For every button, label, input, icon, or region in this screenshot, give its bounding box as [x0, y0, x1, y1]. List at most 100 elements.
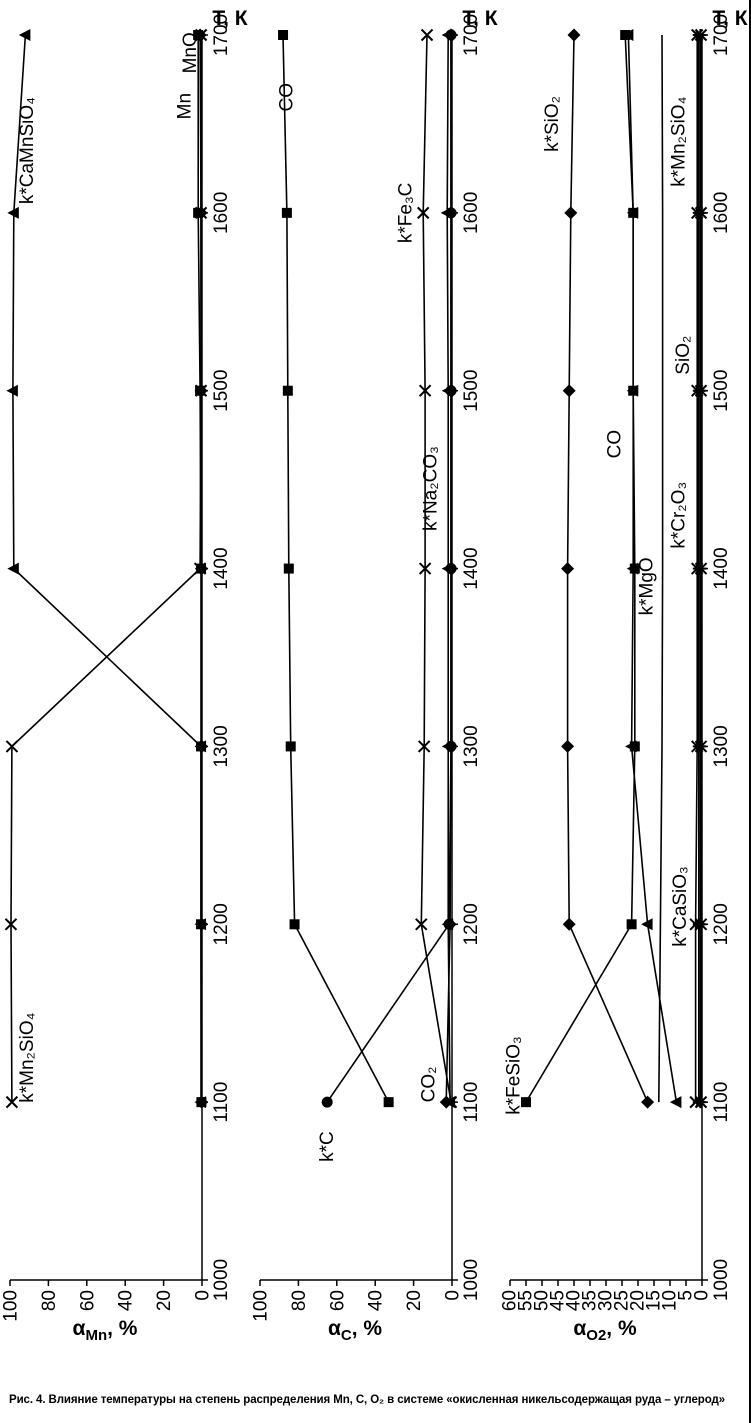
t-tick-label: 1500 — [711, 370, 732, 412]
marker-x-k-mn2sio4 — [4, 918, 18, 931]
series-label-sio2: SiO₂ — [673, 336, 694, 375]
series-line-k-mgo — [658, 34, 664, 1103]
alpha-tick-label: 20 — [627, 1290, 648, 1311]
marker-square-k-fesio3 — [521, 1097, 531, 1108]
series-label-k-na2co3: k*Na₂CO₃ — [421, 446, 442, 531]
alpha-tick-label: 20 — [404, 1290, 425, 1311]
alpha-tick-label: 80 — [289, 1290, 310, 1311]
alpha-axis-title: αO2, % — [573, 1317, 637, 1344]
marker-x-k-mn2sio4 — [694, 740, 708, 753]
marker-diamond-mno — [194, 917, 208, 931]
alpha-tick-label: 45 — [547, 1290, 568, 1311]
marker-square-co — [285, 741, 296, 752]
alpha-tick-label: 15 — [643, 1290, 664, 1311]
t-tick-label: 1200 — [461, 903, 482, 945]
page-right-border-line — [749, 0, 751, 1423]
series-label-k-casio3: k*CaSiO₃ — [670, 866, 691, 947]
rotated-figure: 1000 1100 1200 1300 1400 1500 1600 1700 0 20 40 60 8… — [0, 0, 750, 1372]
marker-x-k-fe3c — [418, 384, 432, 397]
alpha-tick-label: 50 — [531, 1290, 552, 1311]
alpha-tick-label: 60 — [499, 1290, 520, 1311]
marker-diamond-co2 — [444, 562, 458, 576]
marker-x-k-fe3c — [415, 918, 428, 931]
series-label-k-camnsio4: k*CaMnSiO₄ — [17, 97, 38, 204]
alpha-tick-label: 55 — [515, 1290, 536, 1311]
t-tick-label: 1500 — [461, 370, 482, 412]
series-line-co — [282, 34, 390, 1103]
alpha-axis-title: αMn, % — [73, 1317, 138, 1344]
figure-caption: Рис. 4. Влияние температуры на степень р… — [9, 1394, 725, 1406]
marker-diamond-mno — [193, 28, 207, 42]
t-tick-label: 1500 — [211, 370, 232, 412]
marker-diamond-mno — [195, 1095, 209, 1109]
marker-square-k-fesio3 — [626, 919, 637, 930]
series-label-k-fesio3: k*FeSiO₃ — [504, 1036, 525, 1114]
marker-diamond-mno — [194, 206, 208, 220]
series-label-k-mn2sio4: k*Mn₂SiO₄ — [17, 1012, 38, 1102]
marker-diamond-co2 — [443, 917, 457, 931]
series-line-k-mn2sio4 — [10, 35, 202, 1103]
t-tick-label: 1600 — [461, 192, 482, 234]
marker-triangle-k-camnsio4 — [7, 562, 19, 575]
series-line-k-c — [326, 35, 452, 1103]
series-label-k-sio2: k*SiO₂ — [542, 96, 563, 152]
t-tick-label: 1100 — [461, 1082, 482, 1123]
marker-x-k-mn2sio4 — [694, 562, 708, 575]
alpha-tick-label: 20 — [154, 1290, 175, 1311]
marker-triangle-co — [621, 29, 634, 41]
t-tick-label: 1300 — [711, 725, 732, 767]
t-tick-label: 1400 — [711, 547, 732, 589]
marker-square-co — [282, 385, 293, 396]
marker-diamond-mno — [194, 739, 208, 753]
marker-triangle-co — [625, 740, 637, 753]
marker-diamond-k-sio2 — [567, 28, 581, 42]
t-axis-title: Т, К — [462, 7, 497, 30]
series-label-co2: CO₂ — [419, 1066, 440, 1102]
series-label-k-mgo: k*MgO — [636, 557, 657, 615]
marker-x-k-fe3c — [417, 740, 431, 753]
alpha-tick-label: 100 — [250, 1290, 271, 1322]
alpha-tick-label: 0 — [192, 1290, 213, 1301]
marker-diamond-k-sio2 — [561, 739, 575, 753]
marker-square-co — [289, 919, 300, 930]
marker-diamond-mno — [194, 562, 208, 576]
marker-triangle-co — [669, 1096, 682, 1109]
marker-diamond-k-sio2 — [641, 1095, 655, 1109]
marker-triangle-k-camnsio4 — [6, 384, 18, 397]
alpha-axis-title: αC, % — [328, 1317, 382, 1344]
marker-x-k-fe3c — [418, 562, 432, 575]
t-tick-label: 1200 — [211, 903, 232, 945]
t-tick-label: 1400 — [461, 547, 482, 589]
series-label-k-fe3c: k*Fe₃C — [396, 183, 417, 244]
t-tick-label: 1400 — [211, 547, 232, 589]
marker-x-k-mn2sio4 — [5, 740, 19, 753]
marker-triangle-k-camnsio4 — [18, 29, 31, 41]
t-tick-label: 1700 — [211, 14, 232, 56]
alpha-tick-label: 60 — [327, 1290, 348, 1311]
alpha-tick-label: 25 — [611, 1290, 632, 1311]
panel-alpha-o2: 1000 1100 1200 1300 1400 1500 1600 1700 0 5 10 15 20… — [499, 0, 750, 1372]
marker-circle-k-c — [321, 1096, 333, 1108]
marker-x-k-mn2sio4 — [694, 1095, 708, 1109]
marker-x-k-mn2sio4 — [694, 206, 708, 220]
series-label-k-cr2o3: k*Cr₂O₃ — [668, 482, 689, 549]
marker-x-k-fe3c — [416, 206, 430, 220]
t-tick-label: 1600 — [211, 192, 232, 234]
marker-x-k-mn2sio4 — [694, 28, 708, 42]
t-tick-label: 1000 — [711, 1259, 732, 1301]
series-label-k-mn2sio4: k*Mn₂SiO₄ — [668, 96, 689, 186]
t-tick-label: 1000 — [461, 1259, 482, 1301]
panel-alpha-mn: 1000 1100 1200 1300 1400 1500 1600 1700 0 20 40 60 8… — [0, 0, 250, 1372]
marker-diamond-k-sio2 — [564, 206, 578, 220]
marker-x-k-fe3c — [420, 28, 434, 42]
alpha-tick-label: 0 — [691, 1290, 712, 1301]
marker-diamond-co2 — [444, 206, 458, 220]
t-tick-label: 1100 — [211, 1082, 232, 1123]
marker-diamond-k-sio2 — [561, 562, 575, 576]
series-line-k-camnsio4 — [12, 34, 202, 1103]
t-tick-label: 1300 — [211, 725, 232, 767]
marker-diamond-k-sio2 — [562, 917, 576, 931]
alpha-tick-label: 10 — [659, 1290, 680, 1311]
series-label-co: CO — [604, 430, 625, 459]
